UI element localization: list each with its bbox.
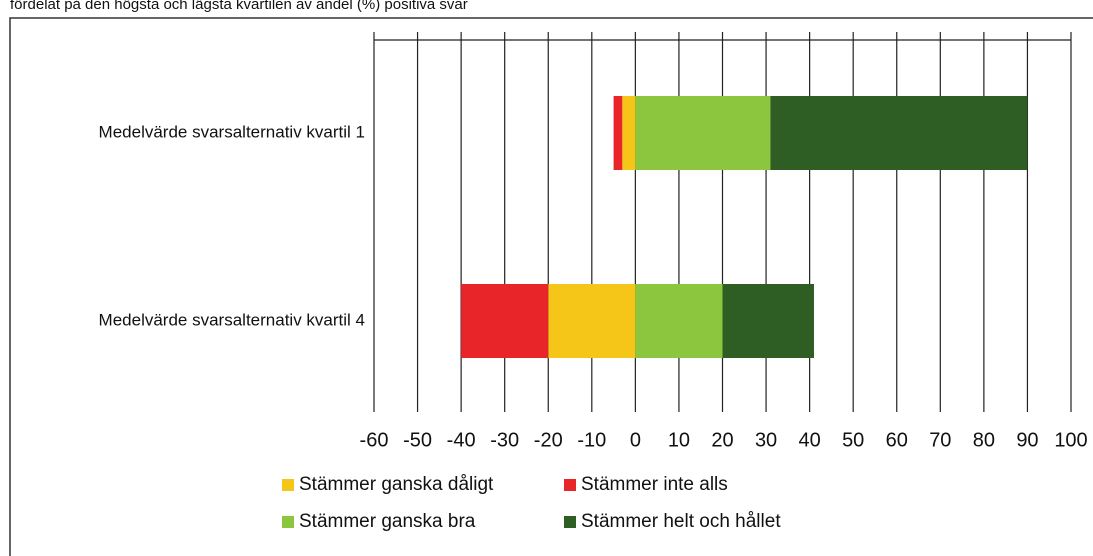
bar-segment — [613, 96, 623, 170]
x-tick-label: 60 — [886, 429, 908, 451]
bar-segment — [635, 284, 723, 358]
x-tick-label: 0 — [630, 429, 641, 451]
x-tick-label: -60 — [360, 429, 389, 451]
legend-label: Stämmer helt och hållet — [581, 511, 781, 532]
chart-border — [9, 17, 1093, 556]
legend-swatch — [282, 516, 294, 528]
chart-title: fördelat på den högsta och lägsta kvarti… — [10, 0, 468, 13]
x-tick-label: -50 — [403, 429, 432, 451]
bar-segment — [622, 96, 636, 170]
x-tick-label: -10 — [577, 429, 606, 451]
legend-label: Stämmer ganska bra — [299, 511, 476, 532]
bar-segment — [635, 96, 771, 170]
legend-label: Stämmer inte alls — [581, 474, 728, 495]
x-tick-label: 50 — [842, 429, 864, 451]
legend-swatch — [282, 479, 294, 491]
x-tick-label: -30 — [490, 429, 519, 451]
x-tick-label: 100 — [1054, 429, 1087, 451]
bar-segment — [461, 284, 549, 358]
x-tick-label: 70 — [929, 429, 951, 451]
x-tick-label: -20 — [534, 429, 563, 451]
x-tick-label: 30 — [755, 429, 777, 451]
x-tick-label: 90 — [1016, 429, 1038, 451]
bar-segment — [548, 284, 636, 358]
category-label: Medelvärde svarsalternativ kvartil 1 — [99, 122, 365, 141]
x-tick-label: -40 — [447, 429, 476, 451]
x-tick-label: 10 — [668, 429, 690, 451]
bar-segment — [722, 284, 814, 358]
x-tick-label: 40 — [799, 429, 821, 451]
x-tick-label: 20 — [711, 429, 733, 451]
legend-swatch — [564, 479, 576, 491]
x-tick-label: 80 — [973, 429, 995, 451]
legend-label: Stämmer ganska dåligt — [299, 474, 494, 495]
bar-segment — [770, 96, 1028, 170]
legend-swatch — [564, 516, 576, 528]
category-label: Medelvärde svarsalternativ kvartil 4 — [99, 310, 365, 329]
